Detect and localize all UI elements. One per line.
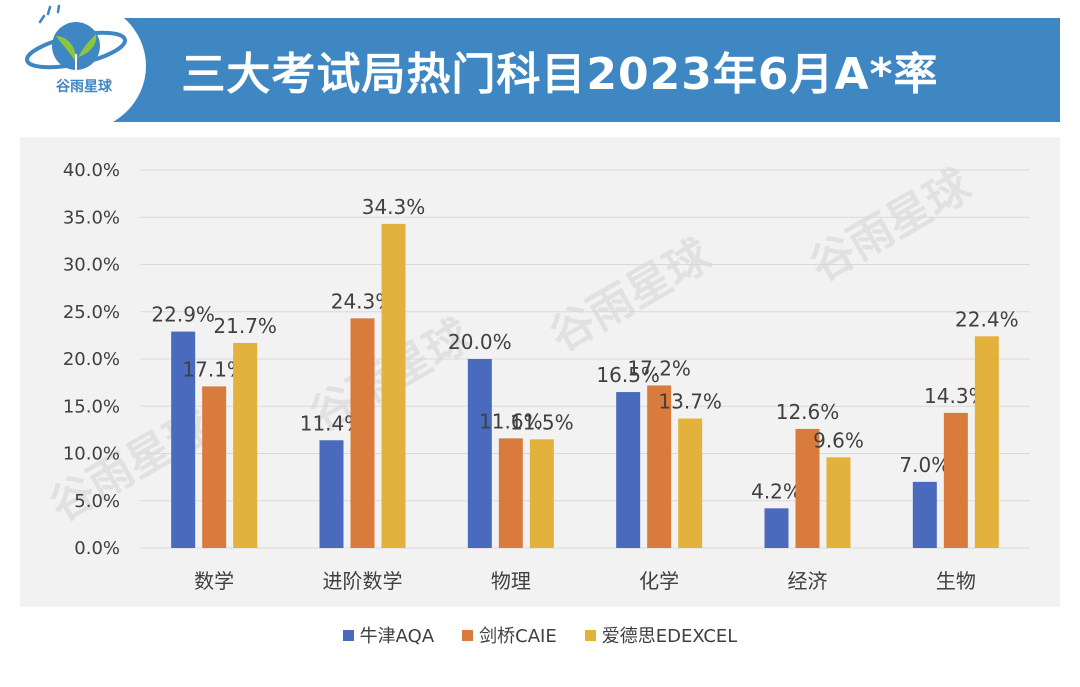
bar	[678, 418, 703, 548]
y-tick-label: 15.0%	[63, 396, 120, 417]
logo-badge: 谷雨星球	[6, 0, 146, 132]
legend-item: 爱德思EDEXCEL	[584, 622, 738, 648]
bar	[202, 386, 227, 548]
legend-item: 牛津AQA	[342, 622, 435, 648]
y-tick-label: 30.0%	[63, 255, 120, 276]
y-tick-label: 40.0%	[63, 160, 120, 181]
chart-title: 三大考试局热门科目2023年6月A*率	[181, 49, 939, 100]
data-label: 34.3%	[362, 195, 426, 219]
bar	[467, 359, 492, 548]
y-tick-label: 10.0%	[63, 444, 120, 465]
sprout-logo-icon	[25, 4, 127, 70]
bar	[319, 440, 344, 548]
x-tick-label: 进阶数学	[323, 569, 403, 593]
bar	[943, 412, 968, 548]
legend-label: 牛津AQA	[359, 626, 435, 647]
bar	[350, 318, 375, 548]
bar	[912, 481, 937, 548]
bar	[764, 508, 789, 548]
x-tick-label: 物理	[491, 569, 531, 593]
bar	[171, 331, 196, 548]
legend-swatch	[462, 629, 474, 641]
data-label: 22.4%	[955, 307, 1019, 331]
y-tick-label: 0.0%	[74, 538, 120, 559]
bar	[381, 223, 406, 549]
legend-item: 剑桥CAIE	[462, 622, 557, 648]
x-tick-label: 数学	[194, 569, 234, 593]
data-label: 7.0%	[899, 453, 950, 477]
bar	[616, 392, 641, 548]
y-tick-label: 20.0%	[63, 349, 120, 370]
bar	[529, 439, 554, 548]
data-label: 20.0%	[448, 330, 512, 354]
data-label: 22.9%	[151, 303, 215, 327]
y-tick-label: 5.0%	[74, 491, 120, 512]
logo-text: 谷雨星球	[56, 79, 112, 95]
data-label: 16.5%	[596, 363, 660, 387]
data-label: 17.2%	[627, 356, 691, 380]
legend-label: 剑桥CAIE	[479, 626, 557, 647]
data-label: 9.6%	[813, 428, 864, 452]
bar	[974, 336, 999, 548]
legend-swatch	[342, 629, 354, 641]
title-banner: 三大考试局热门科目2023年6月A*率	[60, 18, 1060, 122]
data-label: 11.6%	[479, 409, 543, 433]
bar	[233, 342, 258, 548]
x-tick-label: 经济	[788, 569, 828, 593]
bar	[647, 385, 672, 548]
y-tick-label: 35.0%	[63, 207, 120, 228]
data-label: 13.7%	[658, 390, 722, 414]
chart-legend: 牛津AQA 剑桥CAIE 爱德思EDEXCEL	[0, 622, 1080, 648]
legend-swatch	[584, 629, 596, 641]
bar	[498, 438, 523, 548]
legend-label: 爱德思EDEXCEL	[601, 626, 738, 647]
bar	[826, 457, 851, 548]
data-label: 12.6%	[776, 400, 840, 424]
data-label: 4.2%	[751, 479, 802, 503]
bar	[795, 428, 820, 548]
data-label: 21.7%	[213, 314, 277, 338]
data-label: 11.5%	[510, 410, 574, 434]
x-tick-label: 化学	[639, 569, 679, 593]
x-tick-label: 生物	[936, 569, 976, 593]
y-tick-label: 25.0%	[63, 302, 120, 323]
